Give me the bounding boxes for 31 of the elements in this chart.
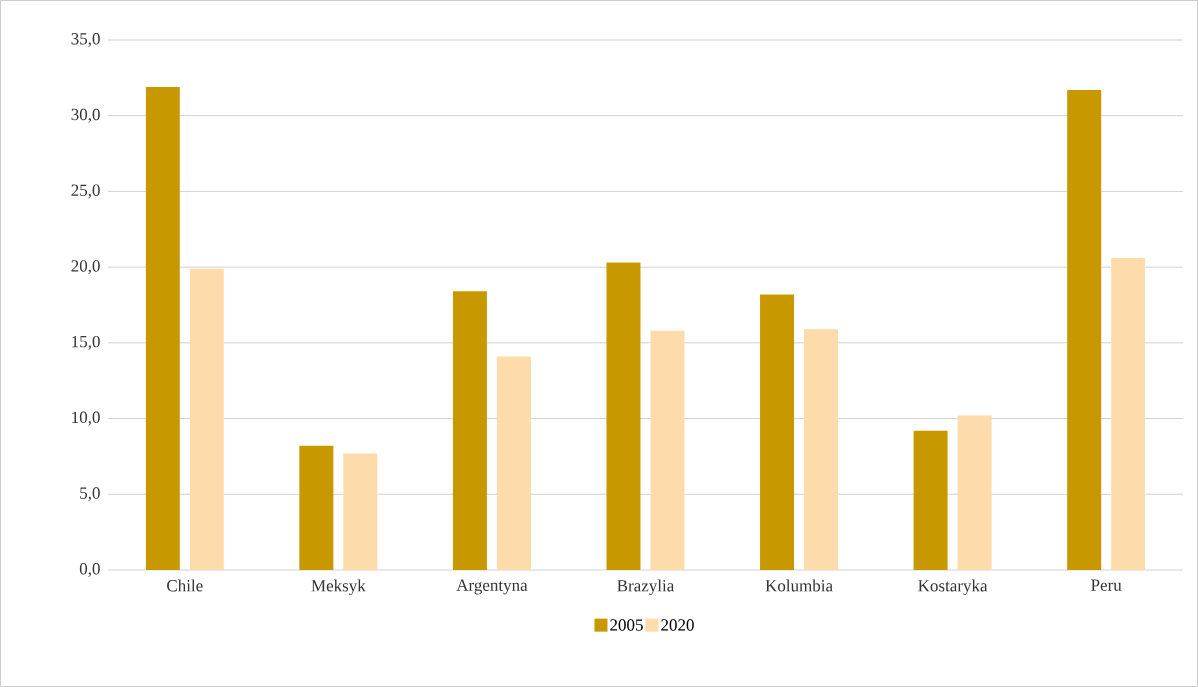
- bar: [804, 329, 839, 570]
- y-tick-label: 25,0: [71, 184, 100, 199]
- bar: [343, 453, 378, 570]
- bar: [299, 445, 334, 570]
- bar: [452, 291, 487, 570]
- bar: [913, 430, 948, 570]
- x-tick-label: Brazylia: [617, 579, 675, 595]
- legend-label: 2020: [661, 619, 694, 631]
- y-tick-label: 35,0: [71, 33, 100, 47]
- bar: [1111, 258, 1146, 570]
- x-tick-label: Peru: [1091, 579, 1122, 591]
- x-tick-label: Chile: [167, 579, 203, 592]
- x-tick-label: Kostaryka: [918, 579, 988, 595]
- x-tick-label: Meksyk: [311, 579, 366, 595]
- bar: [650, 330, 685, 570]
- y-tick-label: 0,0: [79, 563, 100, 577]
- y-tick-label: 30,0: [71, 108, 100, 123]
- legend-label: 2005: [610, 619, 643, 631]
- bar: [496, 356, 531, 570]
- y-tick-label: 15,0: [72, 335, 100, 350]
- bar: [957, 415, 992, 570]
- x-tick-label: Kolumbia: [765, 579, 833, 592]
- x-tick-label: Argentyna: [456, 579, 528, 595]
- bar: [189, 268, 224, 570]
- y-tick-label: 10,0: [72, 411, 100, 426]
- bar: [1067, 89, 1102, 570]
- bar: [606, 262, 641, 570]
- bar: [760, 294, 795, 570]
- y-tick-label: 20,0: [71, 260, 100, 275]
- y-tick-label: 5,0: [80, 487, 100, 502]
- bar: [145, 86, 180, 570]
